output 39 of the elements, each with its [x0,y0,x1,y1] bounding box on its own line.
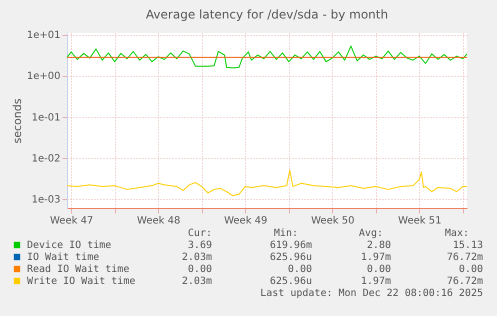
text: 0.00 [458,264,483,275]
legend-label: Device IO time [27,240,112,251]
legend-label: Write IO Wait time [27,276,136,287]
text: 0.00 [188,264,212,275]
text: 2.80 [366,240,391,251]
line-series [66,46,468,68]
text: 2.03m [182,252,212,263]
x-tick-label: Week 51 [398,216,442,226]
text: 619.96m [270,240,312,251]
text: 3.69 [188,240,212,251]
x-tick-label: Week 50 [311,216,354,226]
y-tick-label: 1e+01 [26,30,60,42]
x-tick-label: Week 47 [50,216,94,226]
y-axis-title: seconds [10,98,24,144]
text: 2.03m [182,276,212,287]
text: 1.97m [360,252,391,263]
text: 625.96u [270,252,312,263]
y-tick-label: 1e+00 [26,71,60,82]
x-tick-label: Week 49 [224,216,268,226]
legend-label: Read IO Wait time [27,264,130,275]
chart-title: Average latency for /dev/sda - by month [146,8,388,22]
x-tick-label: Week 48 [137,216,180,226]
text: 76.72m [446,252,483,263]
text: Last update: Mon Dec 22 08:00:16 2025 [260,288,483,299]
text: 0.00 [366,264,391,275]
text: 76.72m [446,276,483,287]
y-tick-label: 1e-03 [32,194,60,206]
text: Max: [444,228,469,239]
y-tick-label: 1e-02 [32,153,60,164]
y-tick-label: 1e-01 [32,112,60,124]
text: 1.97m [360,276,391,287]
line-series [66,170,468,196]
text: Avg: [358,228,383,239]
text: 0.00 [288,264,312,275]
text: Min: [274,228,298,239]
text: 15.13 [452,240,483,251]
text: 625.96u [270,276,312,287]
text: Cur: [188,228,212,239]
legend-label: IO Wait time [27,252,100,263]
